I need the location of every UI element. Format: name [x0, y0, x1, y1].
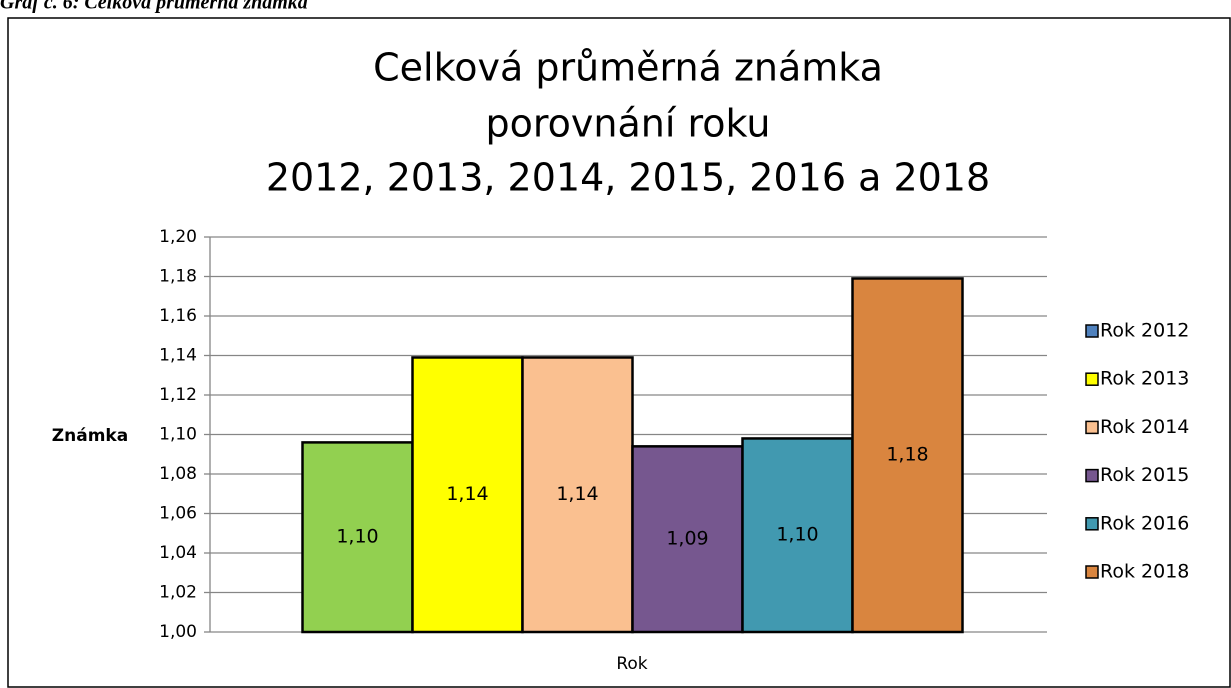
bar — [851, 277, 964, 634]
y-axis-label: Známka — [52, 426, 128, 446]
chart-title: porovnání roku — [486, 102, 771, 146]
data-label: 1,14 — [556, 483, 598, 505]
data-label: 1,18 — [886, 444, 928, 466]
y-tick-label: 1,02 — [159, 583, 197, 603]
data-label: 1,14 — [446, 483, 488, 505]
y-tick-label: 1,04 — [159, 543, 197, 563]
bar — [631, 445, 744, 634]
x-axis-label: Rok — [616, 654, 647, 674]
legend-swatch — [1085, 517, 1099, 531]
legend-label: Rok 2014 — [1100, 416, 1189, 438]
legend-label: Rok 2013 — [1100, 368, 1189, 390]
chart-title: 2012, 2013, 2014, 2015, 2016 a 2018 — [266, 156, 990, 200]
legend-swatch — [1085, 324, 1099, 338]
bar — [301, 441, 414, 634]
legend-swatch — [1085, 468, 1099, 483]
y-tick-label: 1,00 — [159, 622, 197, 642]
y-tick-label: 1,08 — [159, 464, 197, 484]
legend-label: Rok 2012 — [1100, 320, 1189, 342]
legend-swatch — [1085, 420, 1099, 435]
bar — [741, 437, 854, 634]
legend-swatch — [1085, 565, 1099, 579]
legend-swatch — [1085, 372, 1099, 386]
legend-label: Rok 2015 — [1100, 464, 1189, 486]
caption: Graf č. 6: Celková průměrná známka — [0, 0, 308, 14]
data-label: 1,10 — [336, 526, 378, 548]
y-tick-label: 1,16 — [159, 306, 197, 326]
y-tick-label: 1,06 — [159, 504, 197, 524]
y-tick-label: 1,12 — [159, 385, 197, 405]
bar — [411, 356, 524, 634]
bar — [521, 356, 634, 634]
chart-title: Celková průměrná známka — [373, 46, 883, 90]
data-label: 1,09 — [666, 528, 708, 550]
legend-label: Rok 2018 — [1100, 561, 1189, 583]
y-tick-label: 1,20 — [159, 227, 197, 247]
legend-label: Rok 2016 — [1100, 512, 1189, 534]
y-tick-label: 1,18 — [159, 267, 197, 287]
y-tick-label: 1,14 — [159, 346, 197, 366]
data-label: 1,10 — [776, 524, 818, 546]
y-tick-label: 1,10 — [159, 425, 197, 445]
